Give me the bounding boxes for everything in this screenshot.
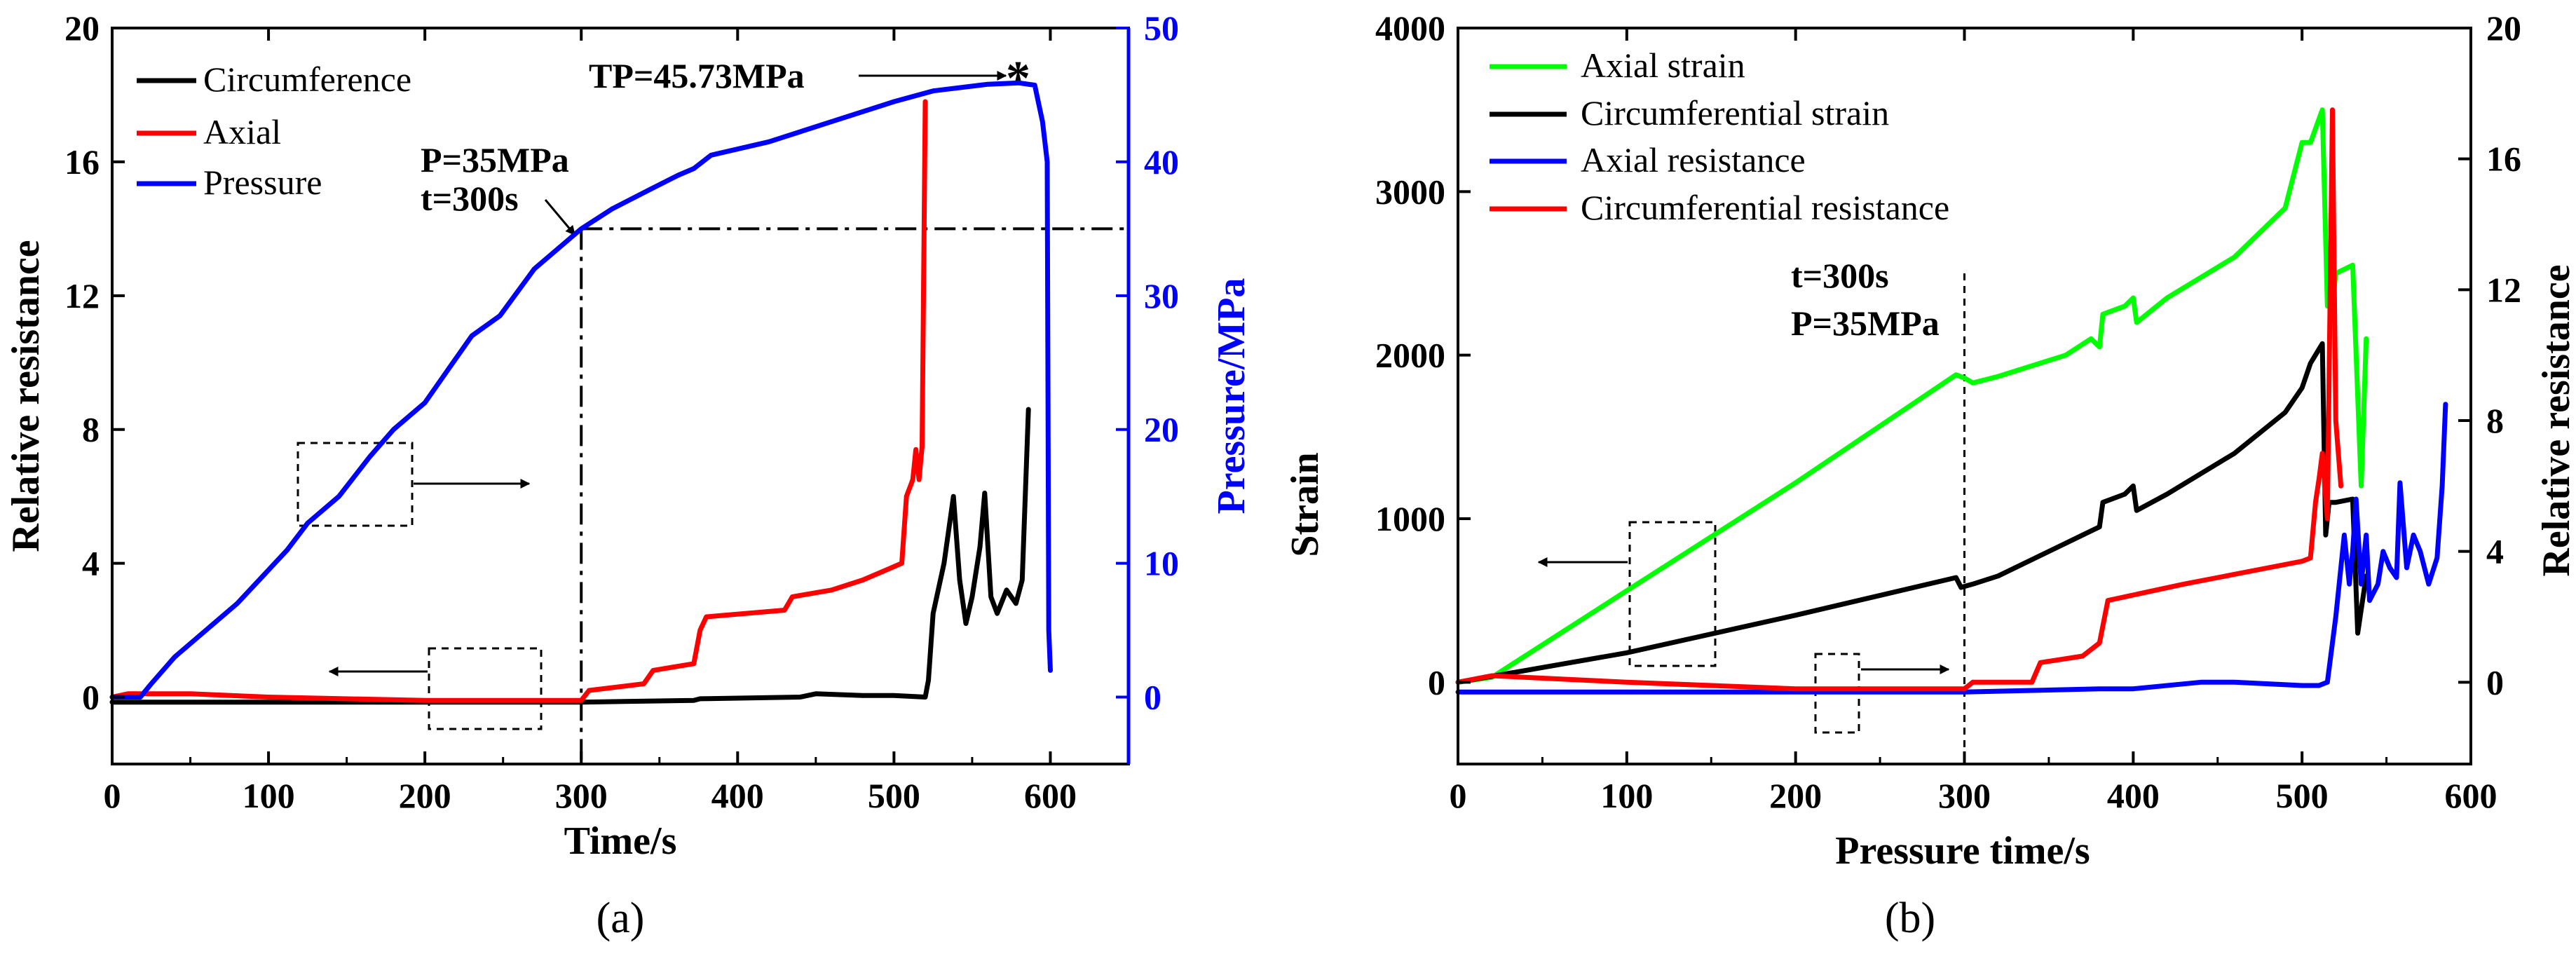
chart-a-series-group [109, 80, 1053, 705]
chart-b-ytick-label: 4000 [1375, 8, 1445, 48]
chart-a-xlabel: Time/s [564, 819, 677, 863]
chart-b-panel-label: (b) [1885, 894, 1935, 942]
chart-b-legend-label-circumferential-resistance: Circumferential resistance [1581, 188, 1949, 227]
chart-a-legend-label-axial: Axial [203, 112, 281, 151]
chart-a-annotation-p: P=35MPa [421, 140, 569, 179]
chart-b-xtick-label: 600 [2445, 776, 2497, 815]
chart-a-xtick-label: 400 [711, 776, 764, 815]
chart-a-y2tick-label: 50 [1144, 8, 1179, 48]
chart-b-xtick-label: 400 [2107, 776, 2160, 815]
chart-b-series-circumferential-strain [1455, 341, 2369, 685]
chart-a-ytick-label: 20 [64, 8, 100, 48]
chart-b-series-axial-resistance [1455, 402, 2448, 695]
chart-b-xlabel: Pressure time/s [1835, 829, 2090, 873]
chart-a-y2tick-label: 40 [1144, 142, 1179, 182]
chart-b-ylabel: Strain [1283, 452, 1327, 557]
chart-b-xtick-label: 100 [1600, 776, 1653, 815]
chart-b-y2tick-label: 0 [2486, 662, 2504, 702]
chart-a-p35-arrow [544, 199, 576, 236]
chart-a-xtick-label: 500 [868, 776, 920, 815]
chart-b-ticks-group: 0 100 200 300 400 500 600 0 1000 2000 3000 4000 0 4 8 1… [1375, 8, 2521, 815]
chart-b-xtick-label: 0 [1450, 776, 1467, 815]
chart-a-y2tick-label: 10 [1144, 544, 1179, 583]
chart-a-series-axial [109, 99, 928, 703]
chart-b-annotation-t: t=300s [1791, 256, 1889, 295]
chart-b-ytick-label: 3000 [1375, 172, 1445, 211]
chart-a-series-pressure [109, 80, 1053, 700]
chart-a-xtick-label: 100 [243, 776, 295, 815]
chart-b-series-group [1455, 107, 2448, 695]
chart-a-pressure-region-box [297, 442, 414, 527]
chart-a-y2tick-label: 30 [1144, 276, 1179, 315]
chart-b-y2tick-label: 12 [2486, 270, 2521, 309]
chart-b-series-circumferential-resistance [1455, 107, 2344, 692]
chart-a-annotation-tp: TP=45.73MPa [589, 56, 805, 95]
chart-a-y2label: Pressure/MPa [1210, 278, 1253, 514]
chart-b-strain-region-box [1628, 521, 1717, 667]
chart-a-resistance-region-box [428, 647, 543, 730]
chart-a-annotation-t: t=300s [421, 179, 519, 218]
chart-a-xtick-label: 200 [399, 776, 451, 815]
chart-a-tp-star: * [1006, 52, 1030, 106]
chart-b: 0 100 200 300 400 500 600 0 1000 2000 3000 4000 0 4 8 1… [1283, 8, 2576, 942]
chart-b-xtick-label: 300 [1938, 776, 1991, 815]
chart-a-legend: Circumference Axial Pressure [137, 60, 411, 202]
chart-b-annotation-p: P=35MPa [1791, 304, 1940, 343]
chart-b-y2label: Relative resistance [2535, 264, 2576, 576]
chart-a-xtick-label: 600 [1024, 776, 1077, 815]
chart-b-legend-label-axial-resistance: Axial resistance [1581, 140, 1806, 179]
chart-a-legend-label-pressure: Pressure [203, 163, 322, 202]
chart-a-y2tick-label: 20 [1144, 410, 1179, 449]
chart-b-ytick-label: 2000 [1375, 336, 1445, 375]
chart-b-legend-label-axial-strain: Axial strain [1581, 46, 1745, 85]
chart-b-y2tick-label: 8 [2486, 401, 2504, 440]
chart-a-y2tick-label: 0 [1144, 678, 1161, 717]
chart-a-ytick-label: 12 [64, 276, 100, 315]
chart-b-y2tick-label: 16 [2486, 139, 2521, 179]
chart-b-y2tick-label: 4 [2486, 532, 2504, 571]
chart-a-ytick-label: 8 [82, 410, 100, 449]
chart-a-ytick-label: 16 [64, 142, 100, 182]
chart-a-xtick-label: 300 [555, 776, 608, 815]
chart-a-xtick-label: 0 [104, 776, 121, 815]
chart-a-panel-label: (a) [597, 894, 645, 942]
chart-a-ylabel: Relative resistance [4, 240, 48, 552]
chart-a-series-circumference [109, 407, 1031, 705]
chart-a-ytick-label: 0 [82, 678, 100, 717]
chart-a-legend-label-circumference: Circumference [203, 60, 411, 99]
chart-a: * 0 100 200 300 400 500 6000481216200102030405… [4, 8, 1253, 942]
chart-b-legend-label-circumferential-strain: Circumferential strain [1581, 93, 1889, 132]
chart-b-legend: Axial strain Circumferential strain Axia… [1490, 46, 1949, 227]
chart-b-xtick-label: 200 [1769, 776, 1822, 815]
chart-a-ytick-label: 4 [82, 544, 100, 583]
chart-b-xtick-label: 500 [2276, 776, 2329, 815]
chart-b-y2tick-label: 20 [2486, 8, 2521, 48]
chart-b-ytick-label: 0 [1428, 662, 1445, 702]
chart-b-ytick-label: 1000 [1375, 499, 1445, 538]
